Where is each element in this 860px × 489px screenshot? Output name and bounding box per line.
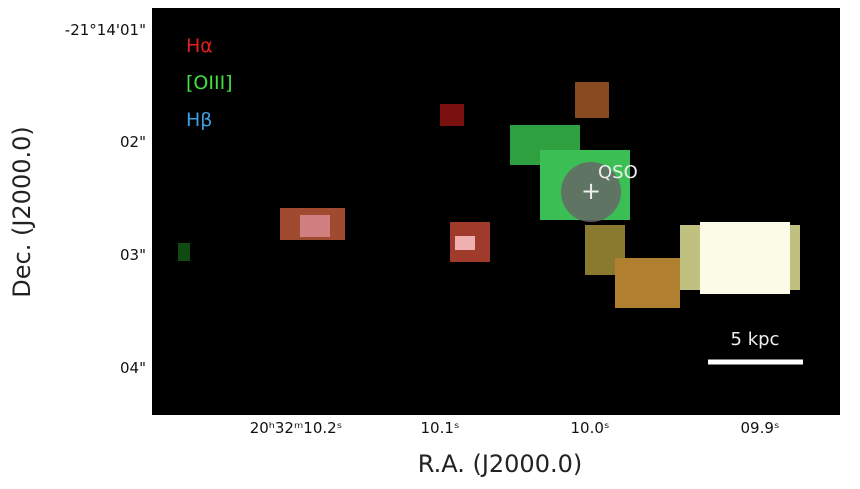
blob	[178, 243, 190, 261]
x-tick-label: 10.0ˢ	[571, 419, 610, 437]
blob	[440, 104, 464, 126]
emission-map	[178, 82, 800, 308]
blob	[455, 236, 475, 250]
x-ticks: 20ʰ32ᵐ10.2ˢ 10.1ˢ 10.0ˢ 09.9ˢ	[250, 419, 780, 437]
y-axis-label: Dec. (J2000.0)	[8, 126, 36, 297]
legend-label: Hβ	[186, 109, 212, 131]
y-tick-label: 03"	[120, 246, 146, 264]
legend-label: [OIII]	[186, 72, 233, 94]
x-tick-label: 10.1ˢ	[421, 419, 460, 437]
x-tick-label: 20ʰ32ᵐ10.2ˢ	[250, 419, 343, 437]
qso-marker: +	[581, 177, 601, 205]
y-tick-label: -21°14'01"	[65, 21, 146, 39]
x-axis-label: R.A. (J2000.0)	[418, 450, 582, 478]
legend: Hα [OIII] Hβ	[186, 35, 233, 131]
y-ticks: -21°14'01" 02" 03" 04"	[65, 21, 146, 377]
blob	[615, 258, 680, 308]
blob	[575, 82, 609, 118]
blob	[700, 222, 790, 294]
qso-disk	[561, 162, 621, 222]
y-tick-label: 02"	[120, 133, 146, 151]
legend-label: Hα	[186, 35, 213, 57]
scale-label: 5 kpc	[731, 329, 780, 350]
qso-label: QSO	[598, 162, 638, 183]
x-tick-label: 09.9ˢ	[741, 419, 780, 437]
image-panel	[152, 8, 840, 415]
blob	[300, 215, 330, 237]
y-tick-label: 04"	[120, 359, 146, 377]
